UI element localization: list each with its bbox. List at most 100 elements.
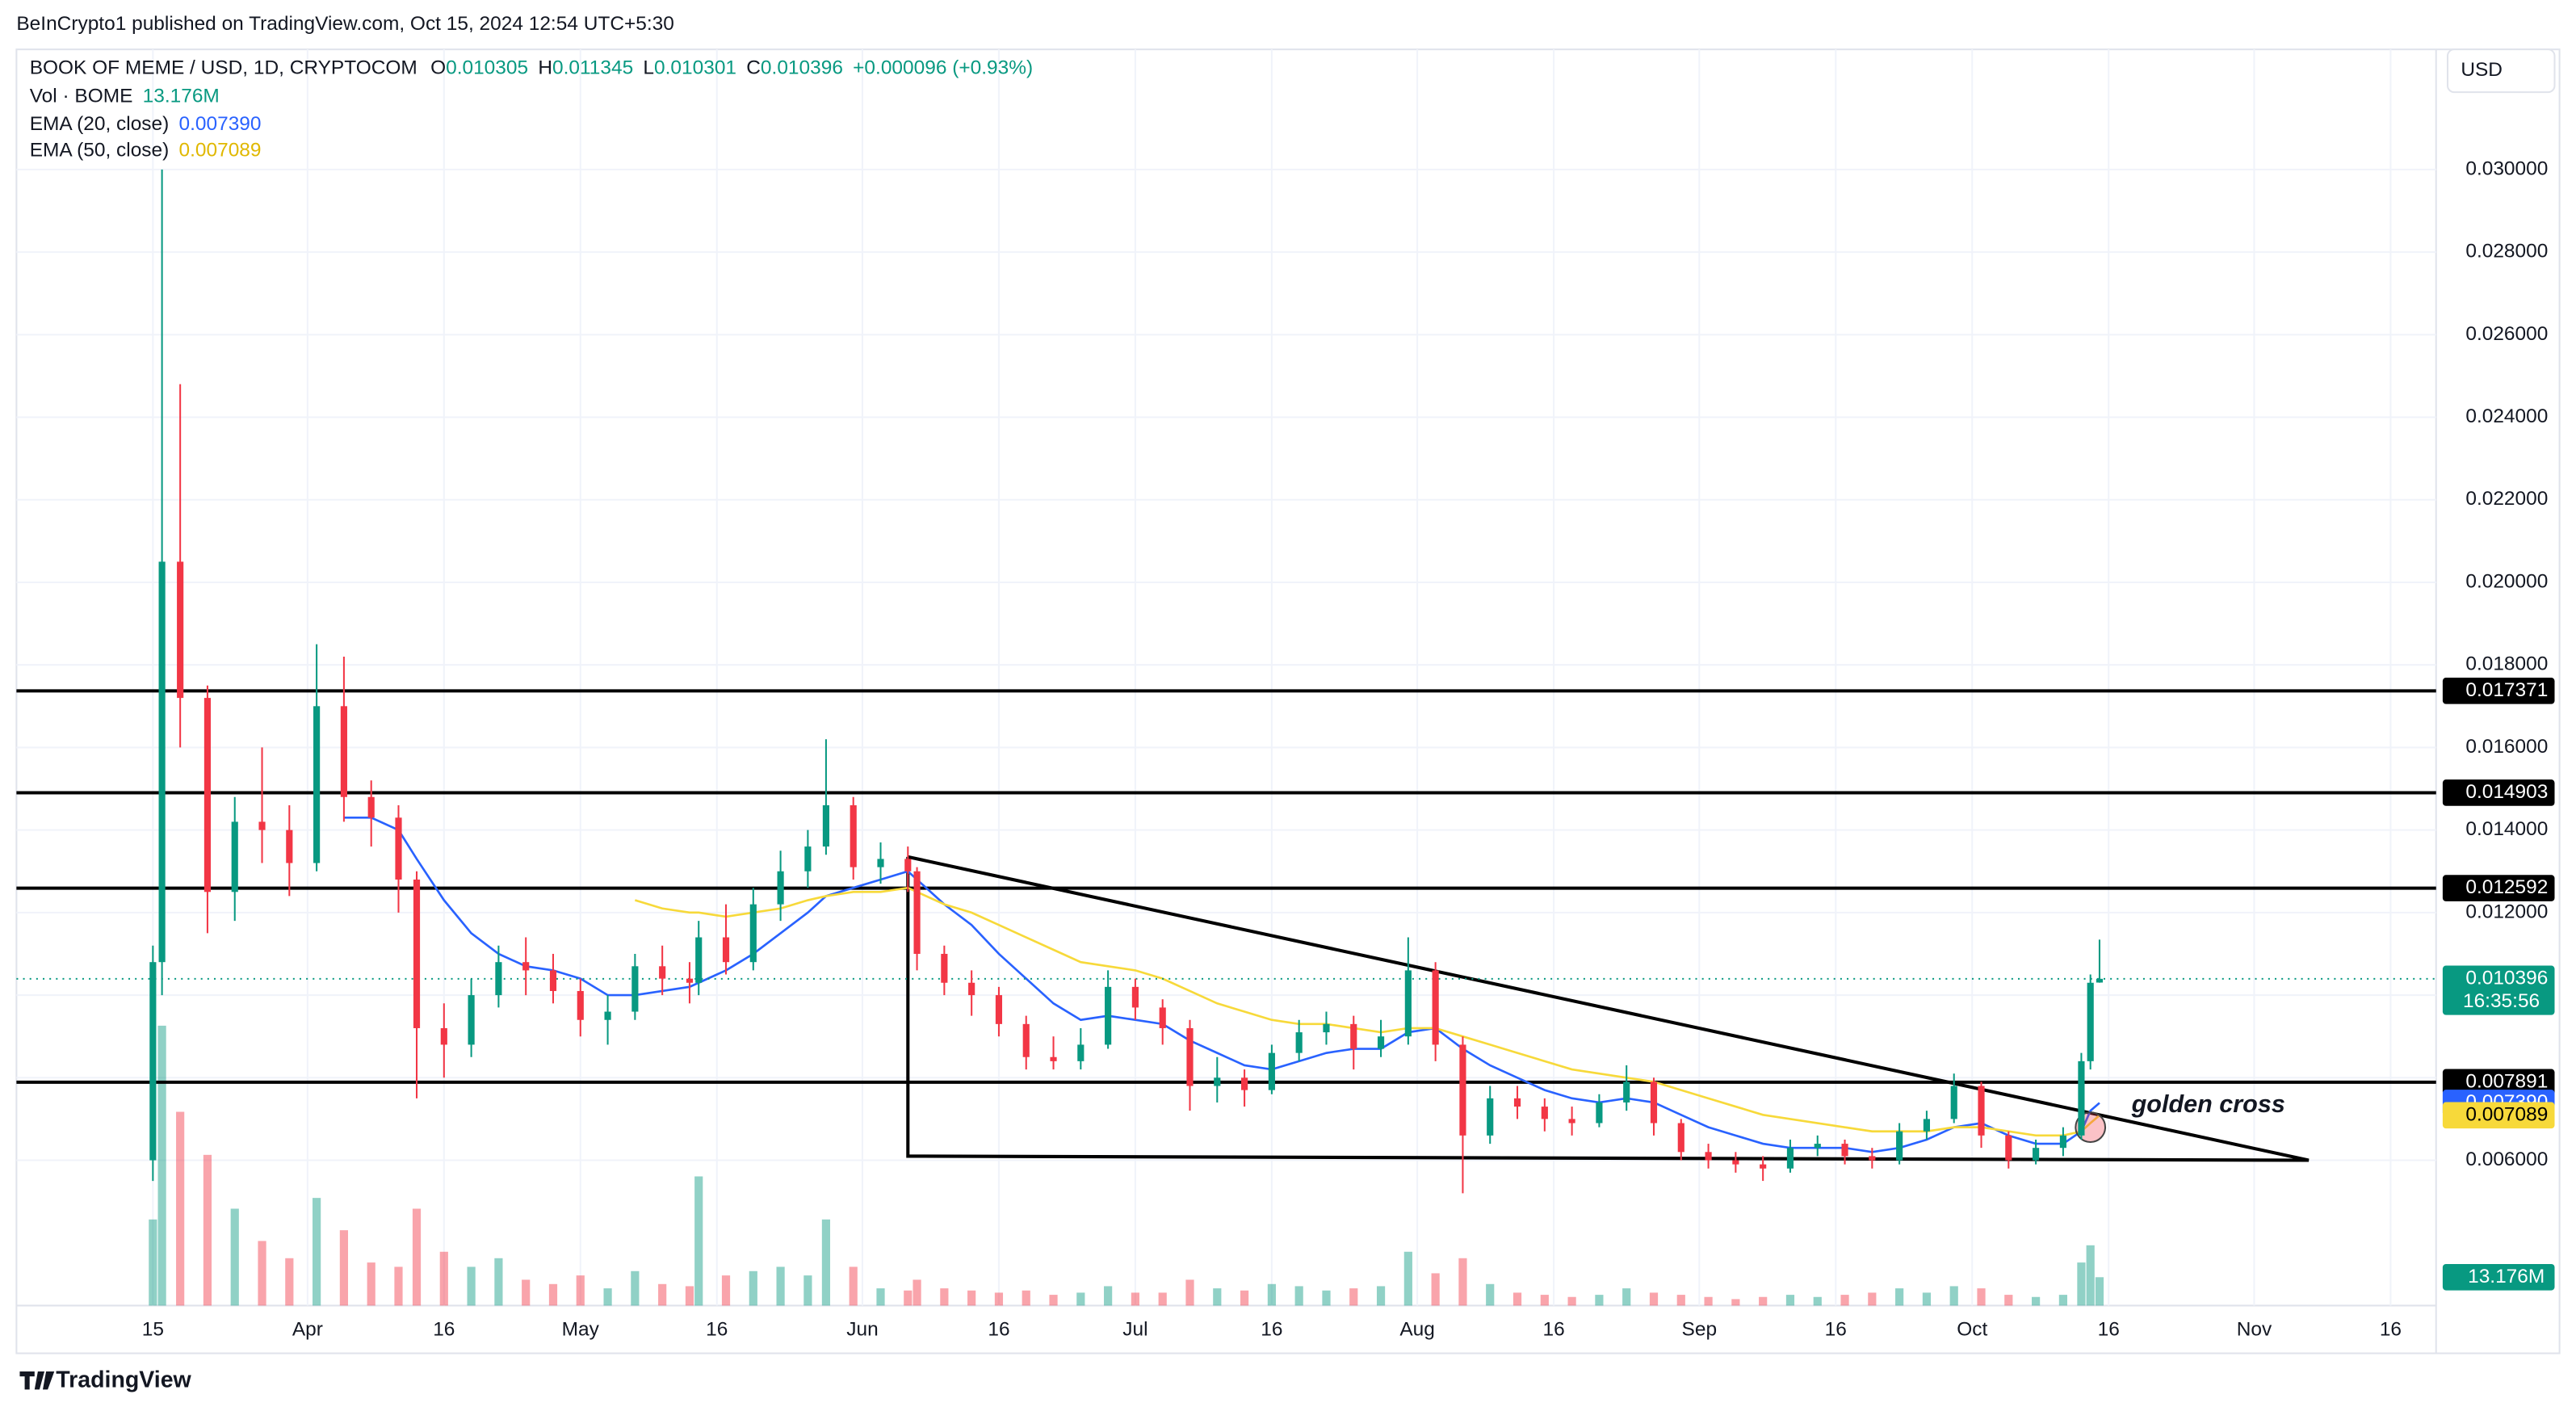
candle-body (995, 995, 1003, 1024)
volume-bar (1840, 1295, 1849, 1306)
candle-body (395, 817, 402, 880)
annotation: golden cross (2131, 1090, 2285, 1118)
change: +0.000096 (+0.93%) (853, 57, 1033, 79)
footer-brand: TradingView (56, 1367, 191, 1393)
volume-bar (149, 1219, 157, 1306)
candle-body (149, 962, 157, 1161)
candle-body (1513, 1098, 1521, 1107)
volume-bar (157, 1025, 166, 1306)
x-tick-label: 16 (706, 1318, 728, 1340)
legend-name: EMA (50, close) (30, 140, 170, 162)
y-tick-label: 0.022000 (2465, 488, 2548, 510)
candle-body (286, 830, 293, 863)
volume-tag-box (2442, 1263, 2555, 1291)
candle-body (1377, 1036, 1385, 1049)
price-tag: 0.010396 (2465, 967, 2548, 989)
candles (149, 169, 2104, 1194)
volume-bar (203, 1154, 212, 1306)
candle-body (203, 698, 212, 892)
volume-bar (1403, 1251, 1412, 1306)
volume-bar (522, 1279, 531, 1306)
candle-body (1459, 1044, 1466, 1136)
volume-bar (2077, 1262, 2086, 1306)
candle-body (1186, 1027, 1194, 1086)
candle-body (604, 1011, 611, 1020)
volume-bar (176, 1111, 185, 1306)
volume-bar (1922, 1292, 1932, 1306)
candle-body (1841, 1144, 1848, 1157)
candle-body (877, 859, 884, 867)
volume-bar (1267, 1283, 1276, 1306)
y-tick-label: 0.014000 (2465, 818, 2548, 840)
volume-bar (821, 1219, 831, 1306)
volume-bar (904, 1290, 913, 1306)
candle-body (1732, 1160, 1739, 1165)
legend-name: EMA (20, close) (30, 113, 170, 135)
legend-volume: Vol · BOME 13.176M (30, 86, 220, 107)
x-tick-label: 16 (433, 1318, 455, 1340)
y-tick-label: 0.006000 (2465, 1149, 2548, 1170)
overlays (16, 689, 2436, 1162)
currency[interactable]: USD (2461, 59, 2503, 81)
candle-body (913, 871, 921, 954)
volume-bar (258, 1241, 266, 1306)
x-tick-label: Nov (2237, 1318, 2272, 1340)
countdown: 16:35:56 (2463, 990, 2540, 1012)
volume-bar (1676, 1295, 1685, 1306)
candle-body (1814, 1144, 1821, 1149)
y-tick-label: 0.028000 (2465, 241, 2548, 262)
volume-bar (1458, 1258, 1467, 1306)
volume-bar (1322, 1290, 1331, 1306)
candle-body (1241, 1077, 1248, 1090)
x-tick-label: 16 (1542, 1318, 1564, 1340)
axis-tags: 0.0173710.0149030.0125920.0078910.007390… (2442, 678, 2555, 1291)
volume-bar (1158, 1292, 1167, 1306)
published-note: BeInCrypto1 published on TradingView.com… (16, 13, 673, 35)
l-label: L (643, 57, 654, 79)
volume-bar (1213, 1288, 1222, 1306)
volume-bar (467, 1266, 476, 1306)
candle-body (1350, 1023, 1357, 1049)
candle-body (1786, 1148, 1794, 1169)
currency-button[interactable] (2446, 48, 2556, 94)
volume-bar (1759, 1296, 1768, 1306)
candle-body (1896, 1131, 1903, 1161)
volume-bar (631, 1270, 640, 1306)
logo-mark (19, 1371, 55, 1390)
l-value: 0.010301 (654, 57, 736, 79)
legend-value: 13.176M (143, 86, 220, 107)
ema20-line (343, 816, 2100, 1153)
candle-body (1677, 1123, 1684, 1153)
volume-bar (412, 1208, 422, 1306)
volume-bar (876, 1288, 885, 1306)
volume-bar (1049, 1295, 1058, 1306)
y-tick-label: 0.020000 (2465, 570, 2548, 592)
legend-ema50: EMA (50, close) 0.007089 (30, 140, 262, 162)
volume-bar (1431, 1273, 1440, 1306)
candle-body (722, 937, 730, 963)
volume-bar (1731, 1299, 1740, 1306)
candle-body (1650, 1082, 1658, 1124)
candle-body (1159, 1007, 1166, 1028)
candle-body (177, 561, 184, 699)
candle-body (1022, 1023, 1030, 1057)
candle-body (749, 904, 757, 963)
candle-body (686, 978, 694, 983)
symbol: BOOK OF MEME / USD, 1D, CRYPTOCOM (30, 57, 417, 79)
x-tick-label: Jul (1122, 1318, 1147, 1340)
x-tick-label: Oct (1957, 1318, 1987, 1340)
ema50-tag: 0.007089 (2465, 1103, 2548, 1125)
volume-bar (1977, 1288, 1986, 1306)
volume-bar (1595, 1295, 1604, 1306)
y-tick-label: 0.016000 (2465, 736, 2548, 758)
x-tick-label: 16 (2098, 1318, 2120, 1340)
candle-body (1623, 1082, 1630, 1102)
volume-bar (1868, 1292, 1877, 1306)
candle-body (2005, 1135, 2012, 1161)
candle-body (1869, 1156, 1876, 1161)
volume-tag: 13.176M (2468, 1266, 2545, 1287)
candle-body (495, 962, 502, 996)
candle-body (413, 879, 421, 1028)
